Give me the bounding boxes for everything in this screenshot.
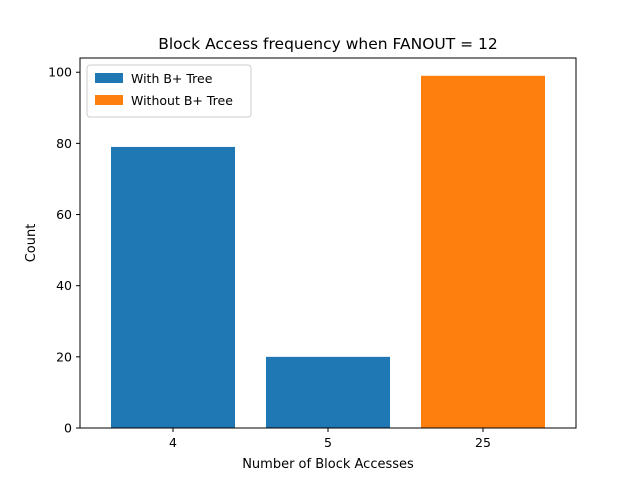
x-tick-label-4: 4 bbox=[169, 435, 177, 450]
x-axis: 4 5 25 bbox=[169, 428, 491, 450]
x-axis-label: Number of Block Accesses bbox=[242, 457, 414, 472]
bar-series-1-cat-25 bbox=[421, 75, 545, 428]
legend-box bbox=[86, 64, 252, 118]
x-tick-label-5: 5 bbox=[324, 435, 332, 450]
chart-title: Block Access frequency when FANOUT = 12 bbox=[158, 35, 498, 53]
legend-swatch-0 bbox=[95, 73, 123, 83]
y-tick-label-60: 60 bbox=[56, 207, 72, 222]
bar-series-0-cat-5 bbox=[266, 356, 390, 428]
y-tick-label-20: 20 bbox=[56, 349, 72, 364]
y-tick-label-0: 0 bbox=[64, 421, 72, 436]
y-tick-label-40: 40 bbox=[56, 278, 72, 293]
y-tick-label-80: 80 bbox=[56, 136, 72, 151]
y-tick-label-100: 100 bbox=[48, 65, 72, 80]
x-tick-label-25: 25 bbox=[475, 435, 491, 450]
legend-label-1: Without B+ Tree bbox=[131, 93, 233, 108]
bars-layer bbox=[111, 75, 545, 428]
legend-label-0: With B+ Tree bbox=[131, 71, 213, 86]
legend: With B+ Tree Without B+ Tree bbox=[86, 64, 252, 118]
y-axis-label: Count bbox=[24, 224, 39, 263]
bar-series-0-cat-4 bbox=[111, 146, 235, 428]
y-axis: 0 20 40 60 80 100 bbox=[48, 65, 80, 436]
legend-swatch-1 bbox=[95, 95, 123, 105]
